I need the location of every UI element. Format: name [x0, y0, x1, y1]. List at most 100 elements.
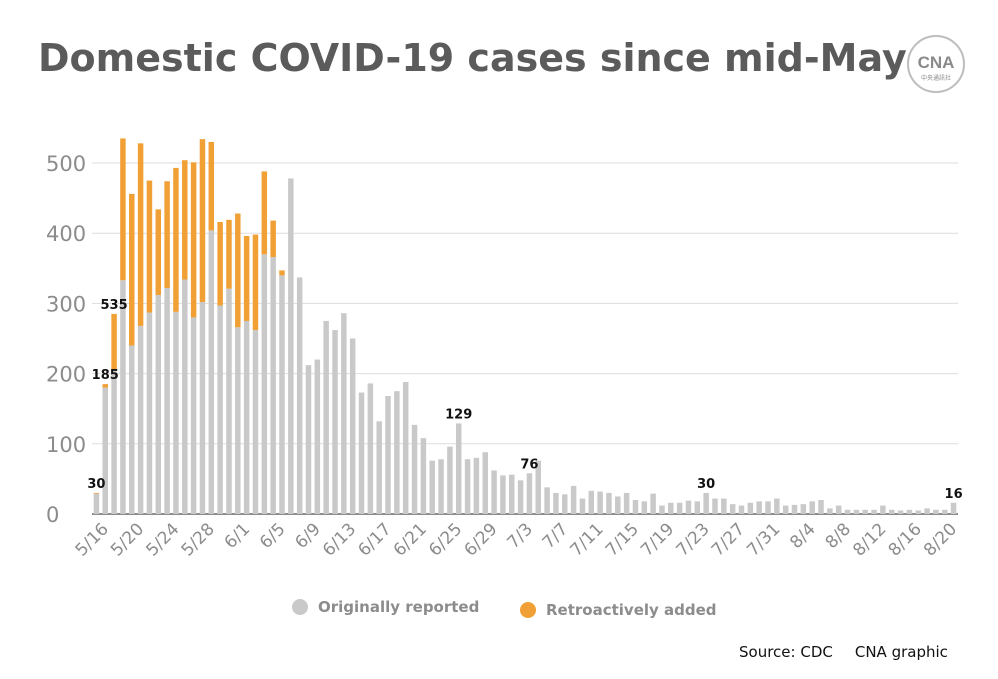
- bar-original: [606, 492, 612, 514]
- bar-original: [915, 510, 921, 514]
- bar-original: [491, 470, 497, 514]
- bar-original: [243, 320, 250, 514]
- bar-original: [553, 492, 559, 514]
- legend-label-original: Originally reported: [318, 598, 480, 616]
- bar-original: [358, 392, 365, 514]
- bar-original: [579, 498, 586, 514]
- bar-retro: [190, 162, 197, 318]
- bar-original: [588, 490, 595, 514]
- y-tick-label: 500: [46, 152, 86, 176]
- bar-original: [835, 505, 842, 514]
- bar-original: [712, 498, 718, 514]
- bar-original: [332, 330, 338, 514]
- chart-title: Domestic COVID-19 cases since mid-May: [38, 36, 907, 80]
- x-tick-label: 7/31: [743, 519, 784, 560]
- x-tick-label: 5/28: [178, 519, 219, 560]
- bar-original: [155, 294, 162, 514]
- source-label: Source: CDC: [739, 643, 833, 661]
- bar-retro: [261, 171, 268, 255]
- bar-original: [137, 325, 144, 514]
- logo-subtext: 中央通訊社: [920, 75, 951, 82]
- x-tick-label: 8/20: [920, 519, 961, 560]
- bar-original: [482, 452, 488, 514]
- bar-retro: [235, 213, 241, 328]
- bar-original: [597, 491, 603, 514]
- bar-original: [411, 424, 418, 514]
- bar-original: [844, 509, 851, 514]
- y-tick-label: 100: [46, 433, 86, 457]
- x-tick-label: 6/21: [390, 519, 431, 560]
- bar-original: [509, 474, 515, 514]
- data-label: 185: [92, 368, 119, 383]
- x-tick-label: 7/19: [637, 519, 678, 560]
- bar-retro: [173, 167, 179, 312]
- bar-retro: [129, 193, 135, 346]
- bar-original: [623, 492, 630, 514]
- data-label: 30: [697, 477, 715, 492]
- data-label: 16: [945, 487, 963, 502]
- bar-retro: [120, 138, 126, 281]
- bar-original: [438, 459, 444, 514]
- bar-retro: [217, 221, 223, 306]
- y-tick-label: 200: [46, 363, 86, 387]
- bar-original: [562, 494, 568, 514]
- bar-retro: [111, 313, 117, 370]
- bar-retro: [146, 180, 153, 313]
- bar-original: [906, 509, 913, 514]
- bar-original: [173, 311, 179, 514]
- bar-original: [182, 279, 188, 514]
- bar-original: [517, 480, 524, 514]
- bar-retro: [199, 139, 206, 302]
- bar-original: [402, 382, 409, 514]
- bar-original: [782, 505, 789, 514]
- bar-original: [252, 330, 259, 514]
- cna-logo: CNA 中央通訊社: [906, 34, 966, 94]
- bar-original: [544, 487, 550, 514]
- data-label: 30: [87, 477, 105, 492]
- bar-original: [500, 475, 506, 514]
- bar-original: [455, 423, 462, 514]
- bar-original: [120, 280, 126, 514]
- bar-retro: [164, 181, 170, 288]
- bar-original: [950, 502, 957, 514]
- bar-original: [933, 509, 939, 514]
- bar-original: [93, 493, 100, 514]
- bar-original: [367, 383, 374, 514]
- bar-retro: [182, 160, 188, 280]
- bar-retro: [252, 234, 259, 331]
- data-label: 76: [520, 457, 538, 472]
- bar-original: [862, 509, 868, 514]
- bar-retro: [243, 236, 250, 321]
- bar-original: [305, 365, 312, 514]
- legend-item-original: Originally reported: [292, 598, 479, 616]
- bar-original: [279, 275, 285, 514]
- bar-original: [641, 501, 648, 514]
- legend-swatch-retro: [520, 602, 536, 618]
- bar-original: [888, 509, 895, 514]
- bar-original: [288, 178, 294, 514]
- bar-original: [668, 502, 674, 514]
- x-tick-label: 6/5: [256, 519, 289, 552]
- x-tick-label: 5/16: [72, 519, 113, 560]
- legend-item-retro: Retroactively added: [520, 601, 717, 619]
- bar-original: [385, 396, 391, 514]
- bar-original: [659, 505, 665, 514]
- graphic-credit: CNA graphic: [854, 643, 948, 661]
- bar-original: [853, 509, 860, 514]
- bar-original: [217, 305, 223, 514]
- bar-retro: [208, 141, 215, 231]
- bar-original: [270, 257, 276, 514]
- bar-retro: [226, 219, 232, 289]
- bar-original: [924, 508, 930, 514]
- bar-original: [261, 254, 268, 514]
- bar-original: [199, 301, 206, 514]
- bar-original: [721, 498, 727, 514]
- data-label: 129: [445, 407, 472, 422]
- bar-original: [765, 501, 771, 514]
- x-tick-label: 7/11: [567, 519, 608, 560]
- bar-original: [235, 327, 241, 514]
- bar-original: [942, 509, 948, 514]
- x-tick-label: 5/24: [142, 519, 183, 560]
- bar-original: [341, 313, 347, 514]
